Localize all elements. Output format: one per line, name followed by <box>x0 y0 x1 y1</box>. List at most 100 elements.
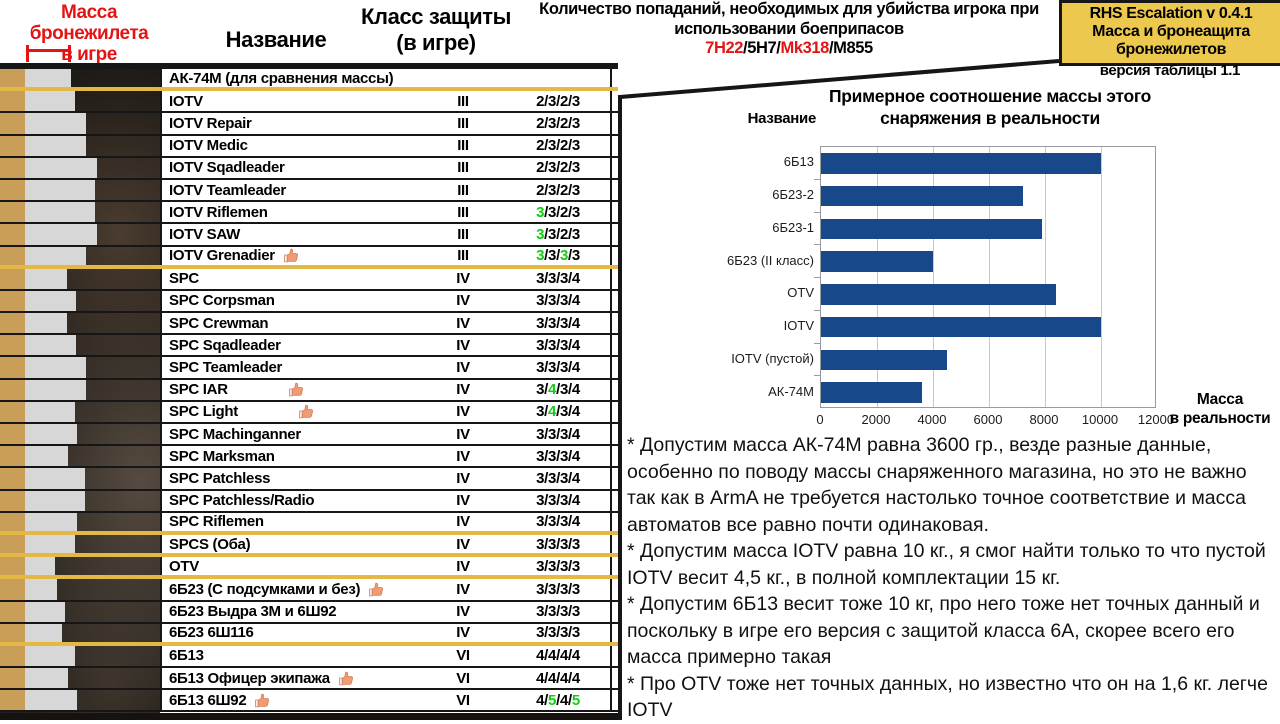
chart-category-label: 6Б23 (II класс) <box>727 252 814 268</box>
table-row: SPC Marksman IV 3/3/3/4 <box>0 446 618 469</box>
chart-gridline <box>877 147 878 407</box>
table-version-label: версия таблицы 1.1 <box>1099 62 1241 79</box>
hits-to-kill-cell: 3/3/3/3 <box>506 603 610 620</box>
chart-bar-6Б23-1 <box>821 218 1043 240</box>
armor-name-cell: 6Б23 Выдра 3М и 6Ш92 <box>162 603 420 620</box>
footnote: * Допустим масса АК-74М равна 3600 гр., … <box>627 434 1247 536</box>
chart-category-label: 6Б23-2 <box>772 187 814 203</box>
hit-value: 3 <box>559 580 568 598</box>
mass-bar-grey <box>25 557 55 576</box>
mass-bar-gold <box>0 512 25 531</box>
chart-bar-OTV <box>821 284 1057 305</box>
hits-separator: / <box>567 425 572 443</box>
hit-value: 4 <box>571 669 580 687</box>
armor-name: 6Б13 6Ш92 <box>169 691 247 709</box>
table-row: SPC Corpsman IV 3/3/3/4 <box>0 290 618 314</box>
armor-name-cell: 6Б13 6Ш92 <box>162 692 420 709</box>
table-row: IOTV Teamleader III 2/3/2/3 <box>0 179 618 203</box>
hits-separator: / <box>544 92 549 110</box>
chart-x-axis-label: Масса в реальности <box>1162 390 1278 428</box>
hits-separator: / <box>567 403 572 421</box>
footnote: * Допустим 6Б13 весит тоже 10 кг, про не… <box>627 593 1260 668</box>
hits-separator: / <box>544 603 549 621</box>
hits-header-line2: использовании боеприпасов <box>674 19 904 38</box>
chart-bar-6Б23-2 <box>821 185 1023 207</box>
mass-bar-grey <box>25 690 77 711</box>
protection-class-cell: IV <box>456 359 470 377</box>
mass-bar-gold <box>0 179 25 201</box>
mass-bar-grey <box>25 468 85 489</box>
hit-value-green: 3 <box>536 247 545 265</box>
hits-to-kill-cell: 3/3/3/3 <box>506 581 610 598</box>
hits-to-kill-cell: 3/3/3/3 <box>506 536 610 553</box>
protection-class-cell: III <box>457 92 469 110</box>
chart-category-label: 6Б13 <box>783 154 814 170</box>
hit-value: 3 <box>536 492 545 510</box>
chart-gridline <box>989 147 990 407</box>
protection-class-cell: IV <box>456 403 470 421</box>
chart-bar-6Б13 <box>821 153 1101 174</box>
hits-separator: / <box>567 647 572 665</box>
hits-to-kill-cell: 3/3/3/4 <box>506 426 610 443</box>
armor-name-cell: SPC Corpsman <box>162 292 420 309</box>
mod-title-line1: RHS Escalation v 0.4.1 <box>1089 5 1253 22</box>
mass-bar-group <box>0 379 160 400</box>
hit-value: 3 <box>536 270 545 288</box>
hits-separator: / <box>556 159 560 177</box>
hits-separator: / <box>567 159 572 177</box>
armor-name-cell: IOTV Grenadier <box>162 247 420 264</box>
protection-class-cell: IV <box>456 336 470 354</box>
row-cells: IOTV Repair III 2/3/2/3 <box>160 113 612 134</box>
table-row: IOTV SAW III 3/3/2/3 <box>0 224 618 247</box>
mass-bar-group <box>0 69 160 88</box>
hit-value: 2 <box>559 159 568 177</box>
hits-separator: / <box>556 137 560 155</box>
armor-name-cell: 6Б13 Офицер экипажа <box>162 670 420 687</box>
mass-bar-grey <box>25 512 77 531</box>
mass-bar-gold <box>0 290 25 312</box>
mass-bar-group <box>0 446 160 467</box>
hit-value: 3 <box>548 92 557 110</box>
hits-to-kill-cell: 3/3/3/4 <box>506 470 610 487</box>
hits-separator: / <box>556 247 560 265</box>
hits-separator: / <box>567 469 572 487</box>
armor-name: SPCS (Оба) <box>169 535 251 553</box>
mass-bar-grey <box>25 668 68 689</box>
hits-separator: / <box>544 691 549 709</box>
hit-value: 3 <box>548 603 557 621</box>
hit-value: 2 <box>536 92 545 110</box>
hits-separator: / <box>544 557 549 575</box>
hit-value: 3 <box>548 314 557 332</box>
hits-separator: / <box>567 270 572 288</box>
armor-name: 6Б23 (С подсумками и без) <box>169 580 361 598</box>
hit-value: 3 <box>536 403 545 421</box>
hits-separator: / <box>544 381 549 399</box>
hit-value: 4 <box>571 336 580 354</box>
mass-bar-group <box>0 645 160 667</box>
table-row: SPC Machinganner IV 3/3/3/4 <box>0 424 618 447</box>
chart-gridline <box>1045 147 1046 407</box>
chart-title-line2: снаряжения в реальности <box>880 108 1100 128</box>
ammo-separator: / <box>828 39 834 57</box>
hits-separator: / <box>556 557 560 575</box>
row-cells: SPC Riflemen IV 3/3/3/4 <box>160 512 612 531</box>
hit-value: 3 <box>559 381 568 399</box>
hit-value: 4 <box>548 669 557 687</box>
hits-separator: / <box>556 535 560 553</box>
hit-value: 3 <box>559 557 568 575</box>
hit-value: 3 <box>536 425 545 443</box>
mass-bar-group <box>0 579 160 600</box>
hit-value-green: 5 <box>571 691 580 709</box>
hit-value: 3 <box>559 535 568 553</box>
mass-column-header: Масса бронежилета в игре <box>0 2 178 65</box>
hit-value: 3 <box>571 557 580 575</box>
armor-name: IOTV Medic <box>169 137 248 155</box>
ammo-separator: / <box>776 39 781 57</box>
protection-class-cell: IV <box>456 513 470 531</box>
mass-bar-grey <box>25 623 62 642</box>
armor-name-cell: 6Б23 6Ш116 <box>162 624 420 641</box>
mass-bar-group <box>0 157 160 178</box>
row-cells: IOTV III 2/3/2/3 <box>160 91 612 112</box>
chart-title: Примерное соотношение массы этого снаряж… <box>755 85 1225 129</box>
hit-value: 4 <box>536 647 545 665</box>
